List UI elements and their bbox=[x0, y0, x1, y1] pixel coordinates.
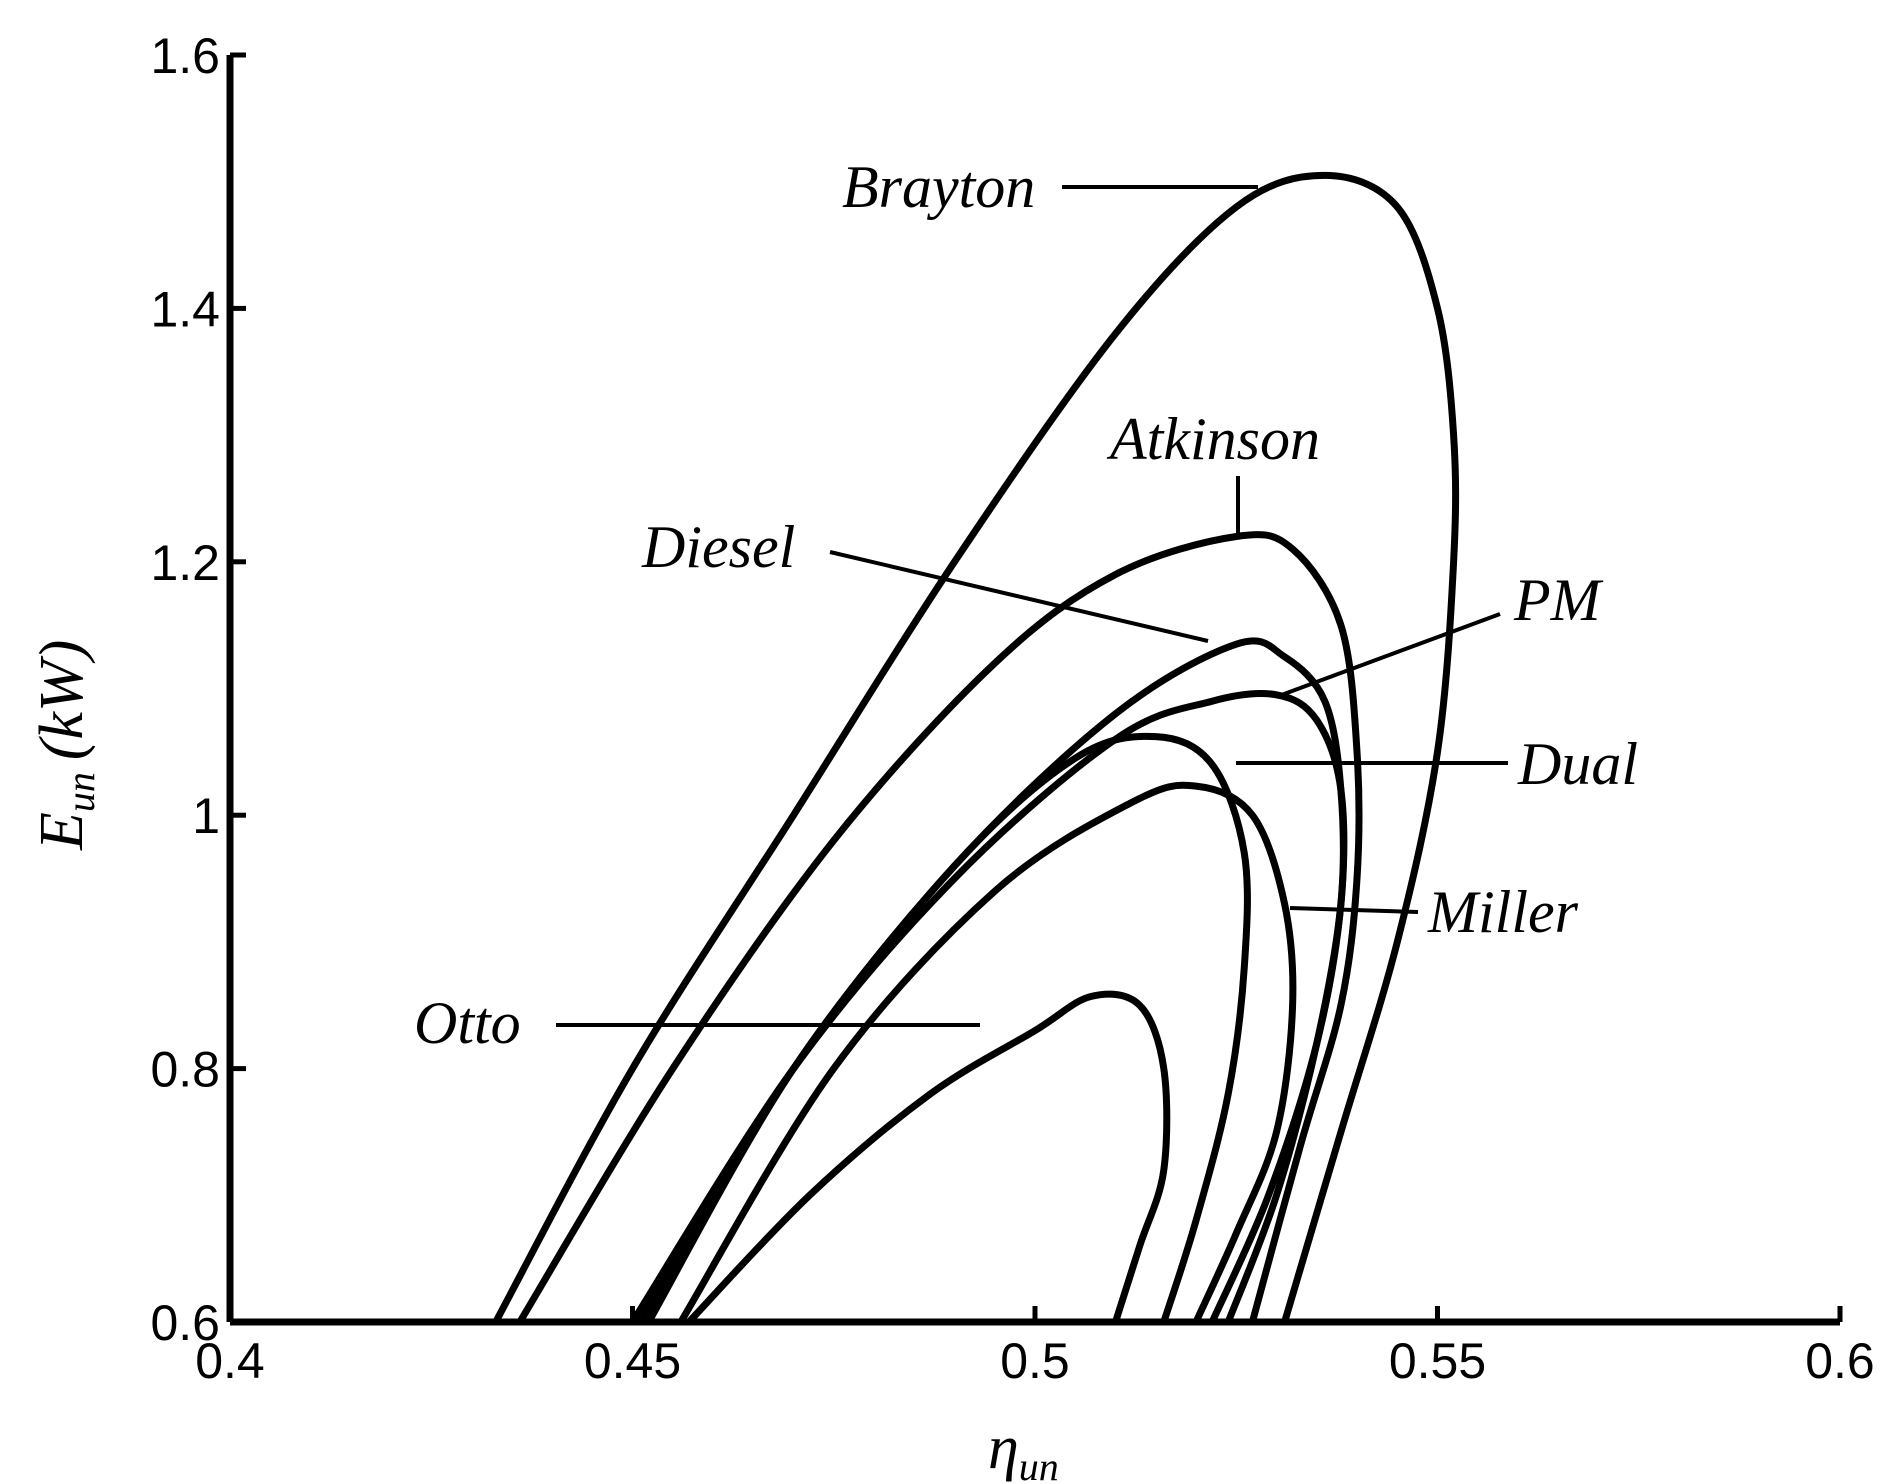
label-pm: PM bbox=[1513, 567, 1604, 633]
curves-group bbox=[492, 171, 1460, 1326]
curve-diesel bbox=[637, 637, 1347, 1326]
y-axis-title-main: E bbox=[28, 812, 96, 851]
label-otto: Otto bbox=[414, 990, 521, 1056]
y-tick-label-2: 1 bbox=[192, 788, 220, 844]
y-axis-title-sub: un bbox=[58, 772, 103, 812]
curve-brayton bbox=[492, 171, 1460, 1326]
curve-miller bbox=[677, 781, 1297, 1326]
x-axis-title-sub: un bbox=[1019, 1444, 1059, 1484]
curve-atkinson bbox=[516, 531, 1363, 1326]
label-diesel: Diesel bbox=[641, 514, 795, 580]
y-axis-title-unit: (kW) bbox=[28, 640, 96, 760]
label-miller: Miller bbox=[1427, 879, 1579, 945]
x-tick-label-0: 0.4 bbox=[195, 1333, 265, 1389]
leader-pm bbox=[1275, 612, 1501, 699]
leader-diesel bbox=[829, 550, 1209, 643]
y-axis-title: Eun (kW) bbox=[28, 640, 103, 851]
leader-miller bbox=[1289, 906, 1419, 914]
y-tick-label-1: 0.8 bbox=[150, 1042, 220, 1098]
y-tick-label-0: 0.6 bbox=[150, 1295, 220, 1351]
y-tick-label-3: 1.2 bbox=[150, 535, 220, 591]
x-tick-label-2: 0.5 bbox=[1000, 1333, 1070, 1389]
curve-dual bbox=[645, 732, 1251, 1326]
curve-otto bbox=[685, 990, 1171, 1326]
x-axis-title: ηun bbox=[988, 1414, 1059, 1484]
axis-ticks: 0.4 0.45 0.5 0.55 0.6 0.6 0.8 1 1.2 1.4 1.6 bbox=[150, 28, 1874, 1389]
x-tick-label-4: 0.6 bbox=[1805, 1333, 1875, 1389]
label-brayton: Brayton bbox=[842, 154, 1035, 220]
x-tick-label-1: 0.45 bbox=[584, 1333, 681, 1389]
label-dual: Dual bbox=[1517, 731, 1638, 797]
x-axis-title-main: η bbox=[988, 1414, 1019, 1482]
leader-lines bbox=[556, 185, 1508, 1027]
label-atkinson: Atkinson bbox=[1106, 406, 1320, 472]
x-tick-label-3: 0.55 bbox=[1389, 1333, 1486, 1389]
y-tick-label-5: 1.6 bbox=[150, 28, 220, 84]
y-tick-label-4: 1.4 bbox=[150, 281, 220, 337]
